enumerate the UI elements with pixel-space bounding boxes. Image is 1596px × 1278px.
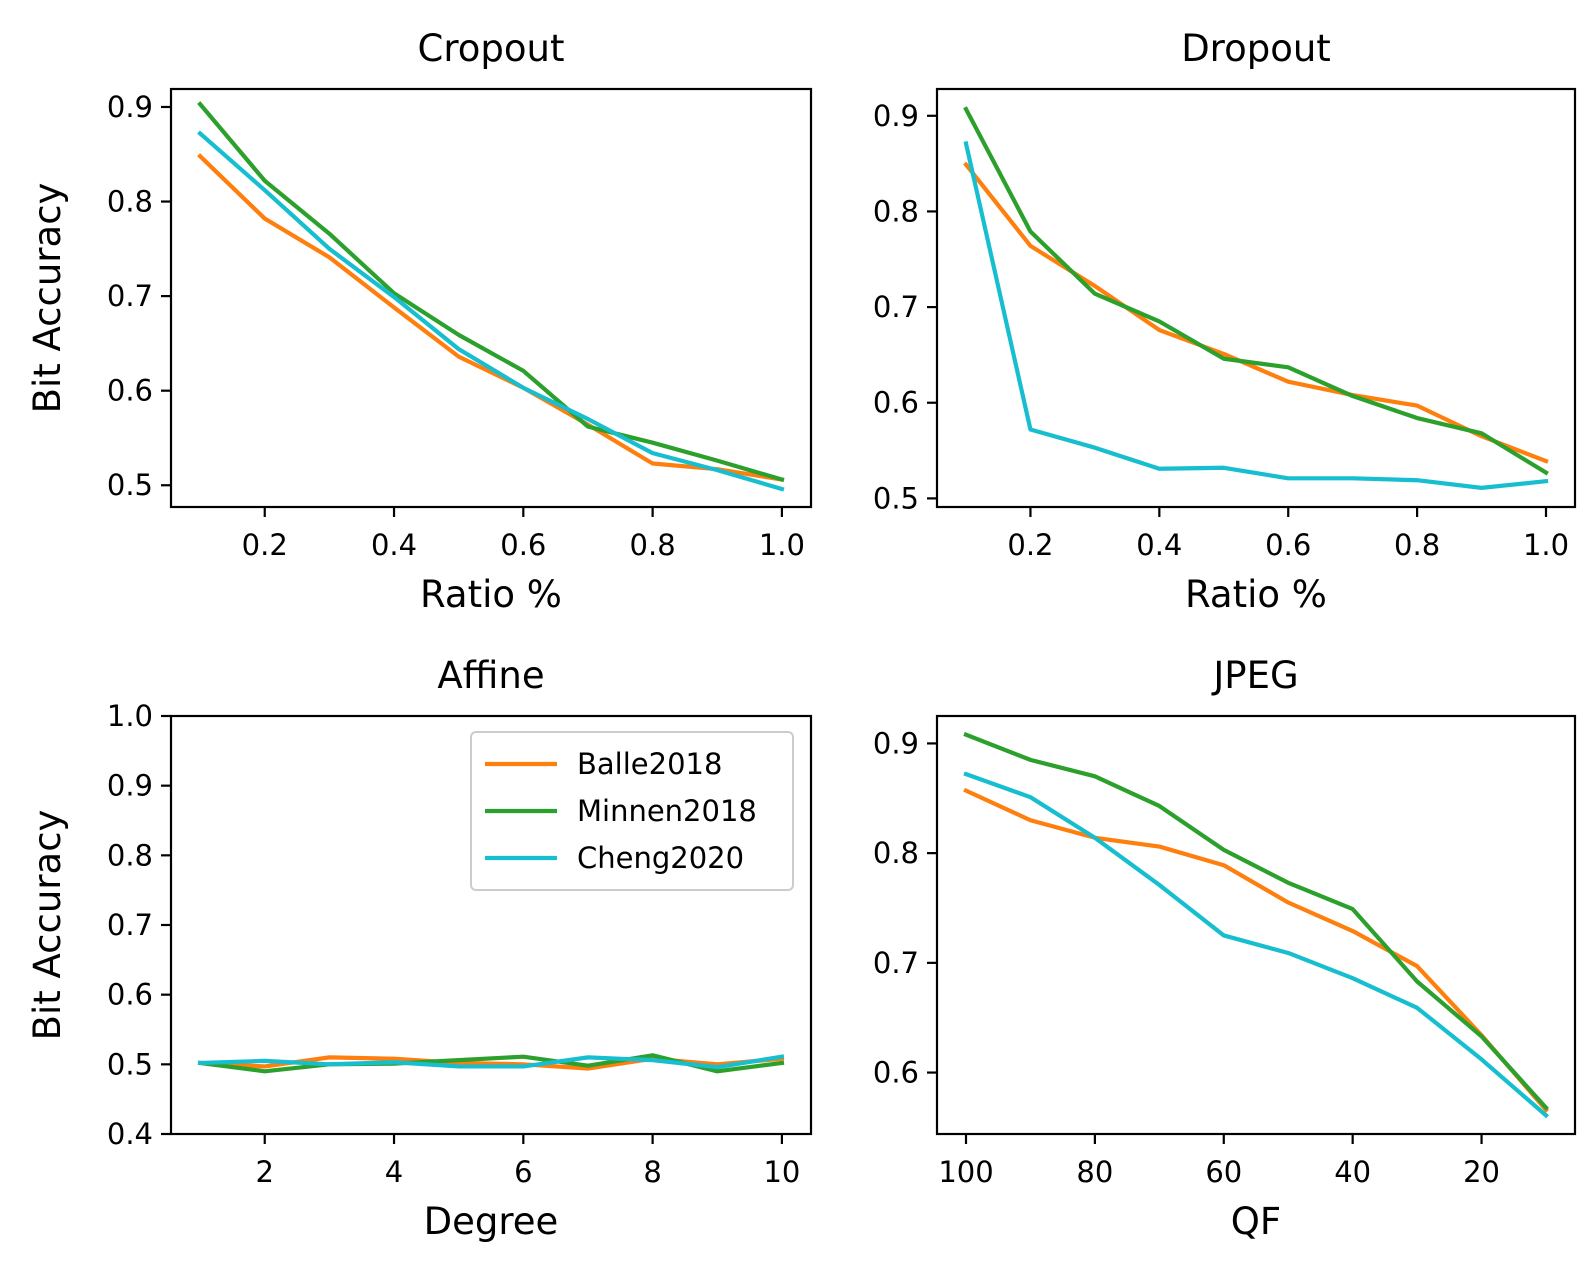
- chart-affine: Affine 2 4 6 8 10 0.4 0.5 0.6 0.7 0.8 0.9 1.0 Degree B…: [26, 654, 813, 1243]
- y-tick-label: 0.7: [107, 279, 153, 313]
- x-tick-label: 0.8: [630, 528, 676, 562]
- legend-label: Cheng2020: [577, 841, 744, 875]
- x-tick-label: 60: [1205, 1155, 1242, 1189]
- x-tick-label: 100: [938, 1155, 993, 1189]
- x-tick-label: 0.4: [1136, 528, 1182, 562]
- x-tick-label: 8: [643, 1155, 661, 1189]
- x-tick-label: 80: [1076, 1155, 1113, 1189]
- series-line-minnen2018: [963, 731, 1549, 1111]
- axes-frame: [935, 714, 1577, 1136]
- y-tick-label: 0.6: [873, 386, 919, 420]
- x-tick-label: 0.6: [1265, 528, 1311, 562]
- x-tick-label: 4: [385, 1155, 403, 1189]
- series-line-cheng2020: [197, 130, 785, 492]
- y-tick-label: 0.8: [873, 194, 919, 228]
- series-line-cheng2020: [197, 1054, 785, 1070]
- y-tick-label: 0.5: [873, 481, 919, 515]
- y-tick-label: 0.6: [107, 374, 153, 408]
- series-line-balle2018: [197, 153, 785, 482]
- y-tick-label: 0.7: [873, 946, 919, 980]
- chart-title: Affine: [437, 654, 544, 697]
- x-tick-label: 0.2: [1007, 528, 1053, 562]
- x-tick-label: 2: [256, 1155, 274, 1189]
- y-tick-label: 0.9: [873, 726, 919, 760]
- y-tick-label: 0.5: [107, 468, 153, 502]
- y-tick-label: 1.0: [107, 699, 153, 733]
- series-line-minnen2018: [197, 101, 785, 483]
- y-tick-label: 0.6: [873, 1056, 919, 1090]
- y-tick-label: 0.4: [107, 1117, 153, 1151]
- legend: Balle2018 Minnen2018 Cheng2020: [470, 731, 794, 891]
- axes-frame: [169, 87, 813, 509]
- series-line-minnen2018: [963, 106, 1549, 476]
- y-axis-label: Bit Accuracy: [26, 810, 69, 1041]
- legend-box: [470, 731, 794, 891]
- y-tick-label: 0.9: [107, 769, 153, 803]
- x-tick-label: 1.0: [759, 528, 805, 562]
- x-tick-label: 6: [514, 1155, 532, 1189]
- y-tick-label: 0.8: [107, 185, 153, 219]
- x-tick-label: 0.8: [1394, 528, 1440, 562]
- x-tick-label: 20: [1463, 1155, 1500, 1189]
- x-axis-label: Degree: [424, 1200, 559, 1243]
- chart-title: Cropout: [418, 27, 565, 70]
- axes-frame: [935, 87, 1577, 509]
- x-tick-label: 0.6: [500, 528, 546, 562]
- y-tick-label: 0.8: [107, 838, 153, 872]
- x-axis-label: Ratio %: [420, 573, 562, 616]
- chart-title: Dropout: [1181, 27, 1331, 70]
- x-tick-label: 40: [1334, 1155, 1371, 1189]
- chart-dropout: Dropout 0.2 0.4 0.6 0.8 1.0 0.5 0.6 0.7 0.8 0.9 Rat…: [873, 27, 1577, 616]
- y-tick-label: 0.9: [107, 90, 153, 124]
- y-tick-label: 0.7: [107, 908, 153, 942]
- y-tick-label: 0.9: [873, 99, 919, 133]
- x-tick-label: 10: [763, 1155, 800, 1189]
- chart-title: JPEG: [1211, 654, 1298, 697]
- series-line-balle2018: [963, 161, 1549, 464]
- chart-cropout: Cropout 0.2 0.4 0.6 0.8 1.0 0.5 0.6 0.7 0.8 0.9 Rat…: [26, 27, 813, 616]
- y-tick-label: 0.6: [107, 978, 153, 1012]
- x-axis-label: Ratio %: [1185, 573, 1327, 616]
- legend-label: Minnen2018: [577, 794, 757, 828]
- series-line-balle2018: [963, 787, 1549, 1113]
- y-tick-label: 0.8: [873, 836, 919, 870]
- y-tick-label: 0.5: [107, 1047, 153, 1081]
- x-tick-label: 1.0: [1523, 528, 1569, 562]
- y-axis-label: Bit Accuracy: [26, 183, 69, 414]
- series-line-cheng2020: [963, 141, 1549, 490]
- x-axis-label: QF: [1231, 1200, 1281, 1243]
- y-tick-label: 0.7: [873, 290, 919, 324]
- x-tick-label: 0.4: [371, 528, 417, 562]
- x-tick-label: 0.2: [242, 528, 288, 562]
- legend-label: Balle2018: [577, 747, 722, 781]
- series-line-cheng2020: [963, 771, 1549, 1119]
- chart-jpeg: JPEG 100 80 60 40 20 0.6 0.7 0.8 0.9 QF: [873, 654, 1577, 1243]
